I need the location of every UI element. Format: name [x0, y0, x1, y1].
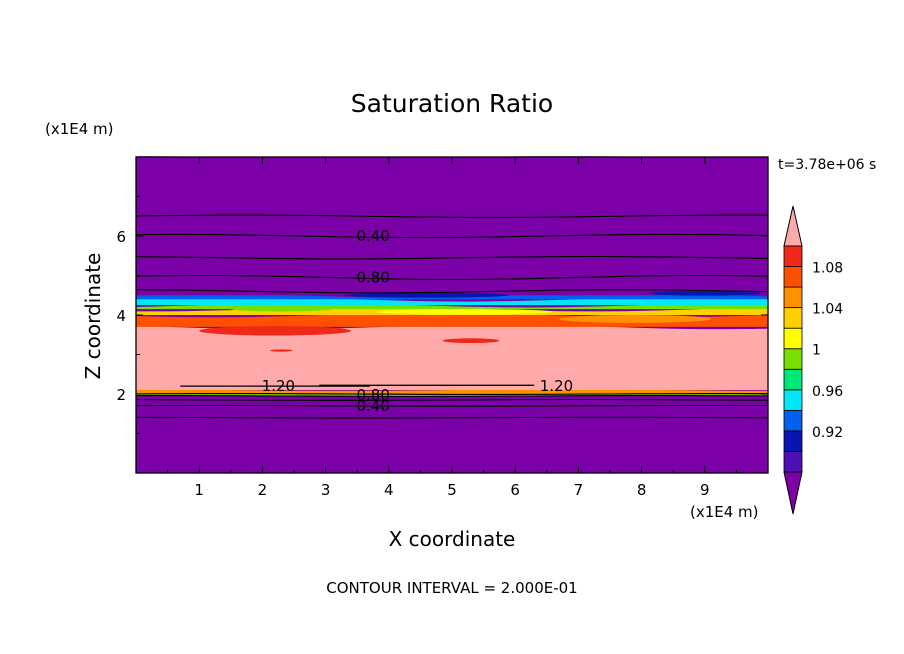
x-tick-label-9: 9: [700, 481, 710, 499]
colorbar-lower-arrow: [783, 471, 803, 515]
colorbar-swatch-6: [783, 327, 803, 350]
contour-line-2: [135, 255, 769, 260]
contour-label-0: 0.40: [356, 227, 389, 245]
band-0.5: [136, 395, 768, 473]
time-label: t=3.78e+06 s: [778, 157, 876, 173]
contour-label-5: 0.40: [356, 397, 389, 415]
colorbar-label-0.92: 0.92: [812, 425, 843, 441]
colorbar-label-1: 1: [812, 343, 821, 359]
colorbar-swatch-9: [783, 266, 803, 288]
y-axis-label: Z coordinate: [81, 253, 105, 380]
contour-labels: 0.400.801.20 1.200.800.40: [262, 227, 573, 415]
colorbar-swatch-7: [783, 307, 803, 329]
patch-1: [442, 338, 500, 344]
contour-lines: [135, 214, 769, 419]
contour-line-7: [135, 398, 768, 401]
contour-line-5: [135, 393, 768, 395]
colorbar-label-1.08: 1.08: [812, 261, 843, 277]
y-axis-ticks: 2 4 6: [116, 196, 768, 434]
colorbar-swatch-4: [783, 368, 803, 391]
patch-4: [376, 309, 554, 315]
band-0.5: [136, 156, 768, 296]
colorbar-swatch-1: [783, 430, 803, 452]
x-tick-label-7: 7: [574, 481, 584, 499]
contour-line-4: [135, 289, 769, 294]
y-tick-label-2: 2: [116, 386, 126, 404]
x-tick-label-8: 8: [637, 481, 647, 499]
contour-line-8: [135, 404, 768, 407]
contour-line-9: [135, 416, 769, 419]
detail-patches: [199, 290, 762, 352]
colorbar-upper-arrow: [783, 205, 803, 247]
colorbar-swatch-0: [783, 451, 803, 473]
colorbar-label-1.04: 1.04: [812, 302, 843, 318]
contour-interval-footer: CONTOUR INTERVAL = 2.000E-01: [326, 579, 577, 597]
contour-line-1: [135, 233, 769, 239]
colorbar-swatch-8: [783, 286, 803, 309]
x-tick-label-3: 3: [321, 481, 331, 499]
contour-label-3: 1.20: [540, 377, 573, 395]
y-unit-label: (x1E4 m): [45, 120, 114, 138]
y-tick-label-6: 6: [116, 228, 126, 246]
x-tick-label-6: 6: [510, 481, 520, 499]
filled-bands: [136, 156, 768, 473]
patch-0: [199, 326, 351, 336]
x-tick-label-5: 5: [447, 481, 457, 499]
y-tick-label-4: 4: [116, 307, 126, 325]
contour-line-6: [136, 395, 769, 397]
contour-line-3: [135, 274, 769, 280]
band-1.06: [136, 389, 768, 394]
colorbar: 0.92 0.96 1 1.04 1.08: [783, 205, 843, 515]
contour-label-1: 0.80: [356, 268, 389, 286]
patch-3: [230, 306, 332, 312]
contour-label-4: 0.80: [356, 386, 389, 404]
colorbar-label-0.96: 0.96: [812, 384, 843, 400]
patch-5: [559, 315, 712, 323]
colorbar-swatch-10: [783, 245, 803, 267]
x-tick-label-1: 1: [194, 481, 204, 499]
x-tick-label-4: 4: [384, 481, 394, 499]
chart-title: Saturation Ratio: [351, 89, 553, 118]
colorbar-swatch-2: [783, 409, 803, 432]
contour-line-0: [135, 214, 768, 218]
band-1.08: [136, 312, 768, 327]
x-tick-label-2: 2: [258, 481, 268, 499]
colorbar-swatch-3: [783, 389, 803, 411]
patch-6: [344, 292, 509, 298]
x-axis-ticks: 1 2 3 4 5 6 7 8 9: [167, 157, 737, 499]
contour-label-2: 1.20: [262, 377, 295, 395]
x-axis-label: X coordinate: [389, 527, 516, 551]
x-unit-label: (x1E4 m): [690, 503, 759, 521]
patch-2: [269, 349, 293, 352]
patch-7: [647, 290, 762, 296]
band-1.1: [136, 324, 768, 391]
colorbar-swatch-5: [783, 348, 803, 370]
